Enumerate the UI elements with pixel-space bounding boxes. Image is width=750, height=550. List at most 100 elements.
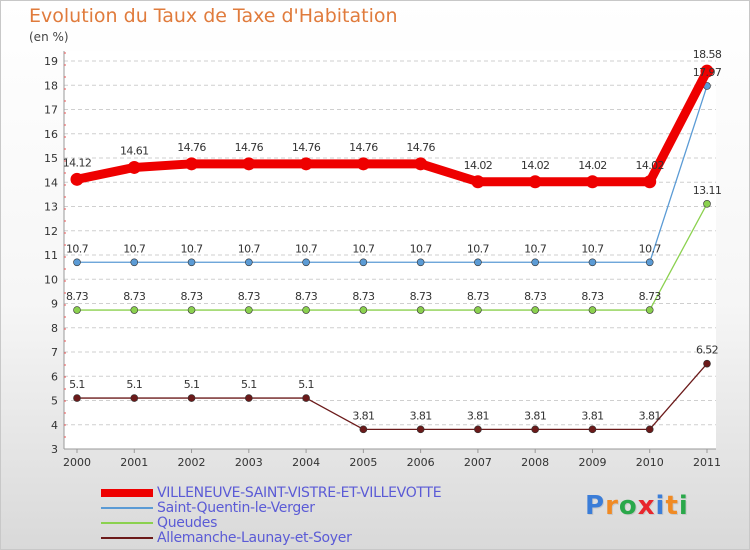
data-label: 14.61 — [120, 144, 149, 157]
brand-letter: x — [637, 491, 656, 521]
data-point — [531, 258, 539, 267]
data-label: 8.73 — [123, 290, 146, 303]
data-label: 14.76 — [235, 141, 264, 154]
legend-swatch — [101, 537, 153, 539]
y-tick-label: 12 — [44, 225, 58, 238]
data-label: 14.12 — [63, 156, 92, 169]
legend-label: Saint-Quentin-le-Verger — [157, 500, 315, 516]
x-tick-label: 2001 — [120, 456, 148, 469]
data-label: 3.81 — [581, 409, 603, 422]
data-label: 10.7 — [180, 242, 203, 255]
data-point — [130, 306, 139, 314]
data-point — [643, 175, 657, 189]
data-label: 10.7 — [467, 242, 490, 255]
x-tick-label: 2011 — [693, 456, 721, 469]
data-point — [130, 258, 139, 267]
data-label: 8.73 — [352, 290, 375, 303]
y-tick-label: 16 — [44, 128, 58, 141]
data-point — [474, 425, 482, 434]
brand-letter: P — [585, 491, 606, 521]
data-point — [185, 157, 199, 171]
data-point — [703, 200, 711, 208]
brand-letter: i — [655, 491, 666, 521]
legend-swatch — [101, 489, 153, 497]
y-tick-label: 18 — [44, 79, 58, 92]
y-tick-label: 9 — [51, 298, 58, 311]
data-point — [588, 258, 597, 267]
data-point — [700, 64, 714, 78]
x-tick-label: 2005 — [349, 456, 377, 469]
brand-letter: i — [678, 491, 689, 521]
data-label: 10.7 — [410, 242, 433, 255]
data-label: 5.1 — [184, 378, 200, 391]
series-line-3 — [76, 362, 708, 431]
x-tick-label: 2009 — [578, 456, 606, 469]
data-label: 10.7 — [581, 242, 604, 255]
data-label: 14.76 — [177, 141, 206, 154]
data-label: 8.73 — [524, 290, 547, 303]
data-label: 10.7 — [639, 242, 662, 255]
series-line-1 — [76, 85, 708, 263]
data-point — [245, 258, 253, 267]
x-tick-label: 2010 — [636, 456, 664, 469]
data-point — [645, 306, 654, 314]
data-label: 14.76 — [406, 141, 435, 154]
data-label: 8.73 — [238, 290, 261, 303]
data-label: 14.02 — [464, 159, 493, 172]
data-point — [416, 306, 425, 314]
x-tick-label: 2003 — [235, 456, 263, 469]
data-label: 6.52 — [696, 344, 718, 357]
data-label: 8.73 — [639, 290, 662, 303]
data-label: 10.7 — [295, 242, 318, 255]
data-label: 17.97 — [693, 66, 722, 79]
data-point — [187, 306, 196, 314]
legend-label: Allemanche-Launay-et-Soyer — [157, 530, 352, 546]
data-point — [588, 425, 597, 434]
legend-swatch — [101, 507, 153, 509]
y-tick-label: 15 — [44, 152, 58, 165]
data-label: 5.1 — [241, 378, 257, 391]
data-point — [585, 175, 599, 189]
y-tick-label: 4 — [51, 419, 58, 432]
data-label: 10.7 — [352, 242, 375, 255]
data-label: 14.02 — [578, 159, 607, 172]
data-label: 8.73 — [581, 290, 604, 303]
x-tick-label: 2008 — [521, 456, 549, 469]
data-point — [302, 258, 310, 267]
data-label: 8.73 — [295, 290, 318, 303]
brand-logo: Proxiti — [585, 491, 689, 521]
data-point — [187, 258, 196, 267]
unit-label: (en %) — [29, 30, 69, 44]
data-point — [414, 157, 428, 171]
x-tick-label: 2004 — [292, 456, 320, 469]
data-point — [245, 394, 253, 402]
data-point — [416, 425, 425, 434]
data-label: 5.1 — [126, 378, 142, 391]
data-point — [302, 394, 310, 402]
data-point — [474, 306, 482, 314]
data-point — [187, 394, 196, 402]
data-label: 14.02 — [521, 159, 550, 172]
data-label: 5.1 — [298, 378, 314, 391]
y-tick-label: 6 — [51, 370, 58, 383]
data-point — [645, 258, 654, 267]
data-label: 5.1 — [69, 378, 85, 391]
data-point — [299, 157, 313, 171]
data-label: 14.02 — [635, 159, 664, 172]
data-point — [359, 425, 368, 434]
legend-label: VILLENEUVE-SAINT-VISTRE-ET-VILLEVOTTE — [157, 485, 442, 501]
y-tick-label: 13 — [44, 201, 58, 214]
y-tick-label: 5 — [51, 395, 58, 408]
data-label: 3.81 — [524, 409, 546, 422]
data-label: 3.81 — [410, 409, 432, 422]
data-point — [359, 306, 368, 314]
data-point — [73, 306, 81, 314]
y-tick-label: 10 — [44, 273, 58, 286]
data-point — [356, 157, 370, 171]
data-label: 3.81 — [352, 409, 374, 422]
data-point — [73, 258, 81, 267]
plot-area — [64, 51, 716, 449]
series-line-2 — [76, 203, 708, 311]
